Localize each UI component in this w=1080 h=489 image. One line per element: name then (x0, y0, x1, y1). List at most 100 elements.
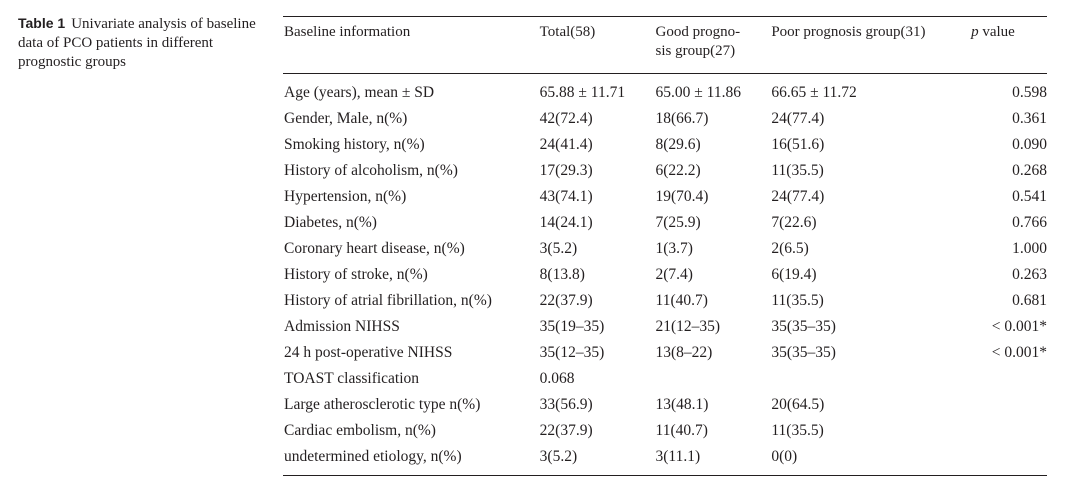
cell-baseline: Smoking history, n(%) (284, 136, 425, 153)
table-row: Diabetes, n(%) 14(24.1) 7(25.9) 7(22.6) 0.76… (283, 210, 1047, 236)
cell-baseline: Hypertension, n(%) (284, 188, 407, 205)
cell-good: 11(40.7) (655, 292, 708, 309)
cell-good (656, 366, 772, 392)
header-baseline: Baseline information (284, 24, 411, 40)
table-row: Gender, Male, n(%) 42(72.4) 18(66.7) 24(77.… (283, 106, 1047, 132)
cell-good: 1(3.7) (655, 240, 693, 257)
table-row: History of stroke, n(%) 8(13.8) 2(7.4) 6(19… (283, 262, 1047, 288)
cell-good: 19(70.4) (655, 188, 709, 205)
cell-p-value: 0.598 (1012, 84, 1047, 101)
cell-total: 65.88 ± 11.71 (539, 84, 626, 101)
table-caption: Table 1 Univariate analysis of baseline d… (18, 14, 263, 72)
table-row: Cardiac embolism, n(%) 22(37.9) 11(40.7) 11… (283, 418, 1047, 444)
table-row: Smoking history, n(%) 24(41.4) 8(29.6) 16(5… (283, 132, 1047, 158)
cell-p-value: < 0.001* (991, 344, 1047, 361)
cell-p-value: 0.361 (1012, 110, 1047, 127)
header-good-line1: Good progno- (655, 24, 741, 40)
cell-poor: 11(35.5) (771, 162, 824, 179)
table-row: Hypertension, n(%) 43(74.1) 19(70.4) 24(77.… (283, 184, 1047, 210)
table-header: Baseline information Total(58) Good prog… (283, 17, 1047, 73)
cell-good: 11(40.7) (655, 422, 708, 439)
cell-p-value: < 0.001* (991, 318, 1047, 335)
cell-poor: 11(35.5) (771, 292, 824, 309)
cell-p-value: 0.268 (1012, 162, 1047, 179)
cell-good: 18(66.7) (655, 110, 709, 127)
cell-p-value: 0.681 (1012, 292, 1047, 309)
bottom-rule (283, 475, 1047, 476)
cell-poor: 20(64.5) (771, 396, 825, 413)
cell-good: 65.00 ± 11.86 (655, 84, 741, 101)
cell-poor: 35(35–35) (771, 344, 836, 361)
cell-poor: 11(35.5) (771, 422, 824, 439)
table-label: Table 1 (18, 15, 66, 31)
cell-baseline: Large atherosclerotic type n(%) (284, 396, 481, 413)
cell-good: 2(7.4) (655, 266, 693, 283)
cell-poor: 24(77.4) (771, 110, 825, 127)
cell-p-value (965, 392, 1047, 418)
cell-baseline: History of alcoholism, n(%) (284, 162, 458, 179)
table-row: History of atrial fibrillation, n(%) 22(3… (283, 288, 1047, 314)
cell-total: 22(37.9) (539, 422, 593, 439)
cell-poor (771, 366, 965, 392)
data-table: Baseline information Total(58) Good prog… (283, 16, 1047, 476)
header-rule (283, 73, 1047, 74)
cell-total: 42(72.4) (539, 110, 593, 127)
cell-baseline: Coronary heart disease, n(%) (284, 240, 465, 257)
cell-p-value (965, 444, 1047, 470)
cell-baseline: Admission NIHSS (284, 318, 400, 335)
cell-total: 24(41.4) (539, 136, 593, 153)
table-row: Coronary heart disease, n(%) 3(5.2) 1(3.7)… (283, 236, 1047, 262)
cell-poor: 35(35–35) (771, 318, 836, 335)
cell-poor: 66.65 ± 11.72 (771, 84, 857, 101)
header-good-line2: sis group(27) (655, 43, 736, 59)
cell-good: 13(8–22) (655, 344, 713, 361)
cell-good: 3(11.1) (655, 448, 701, 465)
table-row: undetermined etiology, n(%) 3(5.2) 3(11.1)… (283, 444, 1047, 470)
cell-poor: 2(6.5) (771, 240, 809, 257)
cell-good: 6(22.2) (655, 162, 701, 179)
cell-baseline: 24 h post-operative NIHSS (284, 344, 453, 361)
cell-good: 7(25.9) (655, 214, 701, 231)
table-row: Admission NIHSS 35(19–35) 21(12–35) 35(35–3… (283, 314, 1047, 340)
cell-good: 8(29.6) (655, 136, 701, 153)
cell-total: 17(29.3) (539, 162, 593, 179)
cell-total: 43(74.1) (539, 188, 593, 205)
cell-p-value: 0.766 (1012, 214, 1047, 231)
cell-total: 35(12–35) (539, 344, 605, 361)
cell-total: 35(19–35) (539, 318, 605, 335)
header-p-italic: p (971, 24, 979, 40)
table-row: History of alcoholism, n(%) 17(29.3) 6(22.… (283, 158, 1047, 184)
cell-poor: 7(22.6) (771, 214, 817, 231)
cell-baseline: TOAST classification (284, 370, 420, 387)
cell-p-value: 0.541 (1012, 188, 1047, 205)
cell-poor: 24(77.4) (771, 188, 825, 205)
cell-p-value: 0.263 (1012, 266, 1047, 283)
cell-p-value: 0.090 (1012, 136, 1047, 153)
cell-good: 21(12–35) (655, 318, 721, 335)
cell-p-value (965, 418, 1047, 444)
header-total: Total(58) (539, 24, 596, 40)
cell-total: 33(56.9) (539, 396, 593, 413)
cell-baseline: Gender, Male, n(%) (284, 110, 408, 127)
cell-baseline: History of stroke, n(%) (284, 266, 428, 283)
cell-baseline: History of atrial fibrillation, n(%) (284, 292, 492, 309)
header-poor: Poor prognosis group(31) (771, 24, 926, 40)
cell-total: 14(24.1) (539, 214, 593, 231)
table-caption-text: Univariate analysis of baseline data of … (18, 16, 256, 70)
cell-total: 0.068 (539, 370, 575, 387)
cell-good: 13(48.1) (655, 396, 709, 413)
cell-poor: 6(19.4) (771, 266, 817, 283)
cell-baseline: Age (years), mean ± SD (284, 84, 435, 101)
cell-total: 22(37.9) (539, 292, 593, 309)
table-row: 24 h post-operative NIHSS 35(12–35) 13(8–2… (283, 340, 1047, 366)
cell-p-value (965, 366, 1047, 392)
cell-total: 3(5.2) (539, 448, 578, 465)
table-body: Age (years), mean ± SD 65.88 ± 11.71 65.00… (283, 74, 1047, 475)
cell-total: 3(5.2) (539, 240, 578, 257)
cell-baseline: Diabetes, n(%) (284, 214, 377, 231)
cell-poor: 16(51.6) (771, 136, 825, 153)
cell-baseline: Cardiac embolism, n(%) (284, 422, 436, 439)
table-row: Large atherosclerotic type n(%) 33(56.9) 1… (283, 392, 1047, 418)
cell-p-value: 1.000 (1012, 240, 1047, 257)
cell-poor: 0(0) (771, 448, 798, 465)
